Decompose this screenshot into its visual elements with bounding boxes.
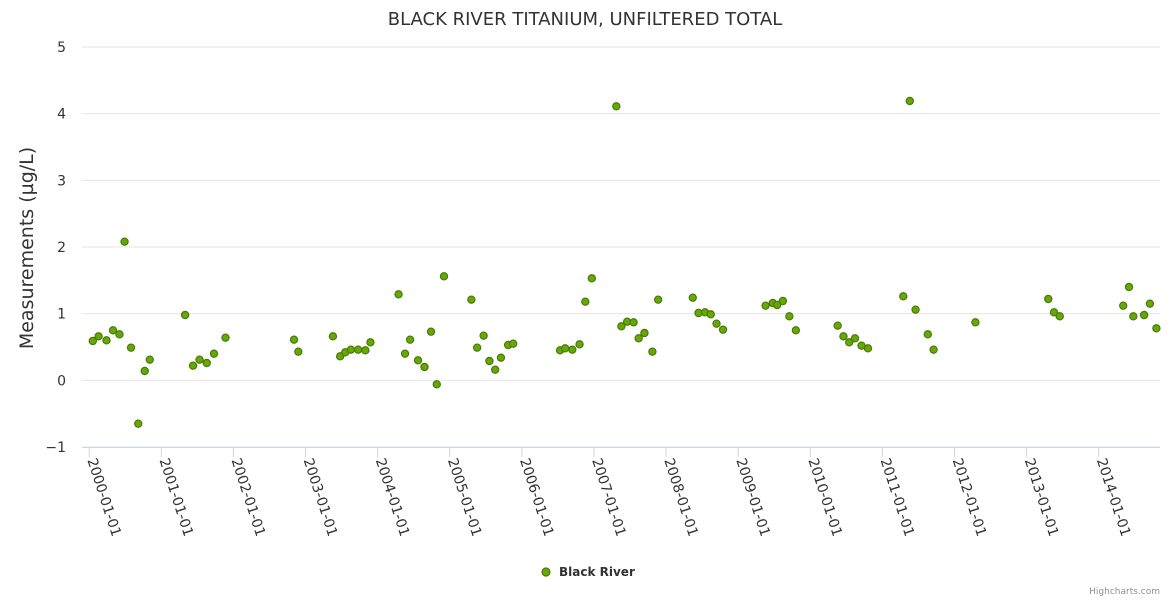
data-point[interactable] (328, 332, 338, 341)
data-point[interactable] (785, 312, 794, 321)
data-point[interactable] (791, 326, 801, 335)
data-point[interactable] (188, 361, 198, 370)
data-point[interactable] (413, 356, 423, 365)
data-point[interactable] (629, 318, 638, 327)
data-point[interactable] (706, 310, 715, 319)
y-tick-label: 0 (57, 373, 66, 389)
data-point[interactable] (202, 358, 211, 368)
data-point[interactable] (688, 293, 697, 302)
data-point[interactable] (472, 343, 482, 352)
data-point[interactable] (126, 343, 136, 352)
data-point[interactable] (509, 339, 518, 348)
data-point[interactable] (653, 295, 663, 304)
data-point[interactable] (718, 325, 728, 334)
data-point[interactable] (426, 327, 436, 336)
y-tick-label: 1 (57, 307, 66, 323)
data-point[interactable] (1049, 308, 1059, 317)
data-point[interactable] (1129, 312, 1138, 321)
data-point[interactable] (575, 340, 584, 349)
data-point[interactable] (490, 365, 500, 374)
data-point[interactable] (108, 326, 118, 335)
y-tick-label: −1 (45, 440, 66, 456)
data-point[interactable] (120, 237, 129, 246)
y-axis-ticks: −1 0 1 2 3 4 5 (45, 40, 66, 456)
data-point[interactable] (432, 380, 441, 389)
data-point[interactable] (420, 362, 429, 372)
data-point[interactable] (560, 344, 570, 353)
y-tick-label: 2 (57, 240, 66, 256)
y-tick-label: 3 (57, 173, 66, 189)
data-point[interactable] (366, 338, 375, 347)
data-point[interactable] (479, 331, 488, 340)
data-point[interactable] (361, 346, 370, 355)
data-point[interactable] (467, 295, 476, 304)
data-point[interactable] (221, 333, 230, 342)
chart-title: BLACK RIVER TITANIUM, UNFILTERED TOTAL (388, 9, 783, 30)
data-point[interactable] (899, 292, 908, 301)
data-point[interactable] (1124, 282, 1134, 292)
data-point[interactable] (294, 347, 303, 356)
data-point[interactable] (905, 96, 914, 106)
data-point[interactable] (140, 366, 149, 376)
data-point[interactable] (102, 336, 111, 345)
legend[interactable]: Black River (541, 565, 635, 579)
legend-item-black-river[interactable]: Black River (559, 565, 635, 579)
data-point[interactable] (115, 330, 124, 339)
data-point[interactable] (346, 345, 356, 354)
data-point[interactable] (439, 272, 449, 281)
data-point[interactable] (911, 305, 920, 314)
data-point[interactable] (195, 355, 204, 364)
data-point[interactable] (289, 335, 299, 344)
data-point[interactable] (850, 334, 860, 343)
data-point[interactable] (400, 349, 410, 358)
data-point[interactable] (496, 353, 506, 362)
data-point[interactable] (209, 349, 219, 358)
data-point[interactable] (839, 332, 848, 341)
data-point[interactable] (634, 334, 643, 343)
data-point[interactable] (394, 290, 403, 299)
data-point[interactable] (640, 328, 649, 338)
data-point[interactable] (587, 274, 596, 283)
data-point[interactable] (712, 319, 721, 328)
y-axis-label: Measurements (µg/L) (16, 147, 38, 349)
data-point[interactable] (761, 301, 770, 310)
data-point[interactable] (1145, 299, 1155, 308)
data-point[interactable] (1152, 324, 1161, 333)
data-point[interactable] (923, 330, 933, 339)
data-point[interactable] (88, 336, 98, 346)
data-point[interactable] (405, 335, 415, 344)
data-point[interactable] (145, 355, 154, 364)
data-point[interactable] (617, 322, 626, 331)
series-black-river (88, 96, 1161, 428)
data-point[interactable] (845, 338, 854, 347)
data-point[interactable] (353, 345, 363, 354)
credits-link[interactable]: Highcharts.com (1089, 587, 1160, 597)
data-point[interactable] (772, 300, 782, 310)
data-point[interactable] (929, 345, 938, 354)
y-tick-label: 5 (57, 40, 66, 56)
data-point[interactable] (863, 344, 873, 353)
data-point[interactable] (94, 332, 103, 341)
data-point[interactable] (648, 347, 657, 356)
data-point[interactable] (833, 321, 842, 330)
data-point[interactable] (971, 318, 980, 327)
legend-marker-icon[interactable] (541, 567, 551, 577)
data-point[interactable] (581, 297, 590, 306)
data-point[interactable] (485, 356, 494, 366)
data-point[interactable] (1055, 312, 1064, 321)
data-point[interactable] (778, 296, 788, 306)
data-point[interactable] (1119, 301, 1128, 310)
data-point[interactable] (1139, 310, 1149, 320)
data-point[interactable] (568, 345, 577, 354)
data-point[interactable] (180, 310, 190, 320)
y-tick-label: 4 (57, 107, 66, 123)
data-point[interactable] (612, 102, 621, 111)
data-point[interactable] (134, 419, 143, 428)
data-point[interactable] (1044, 294, 1053, 304)
